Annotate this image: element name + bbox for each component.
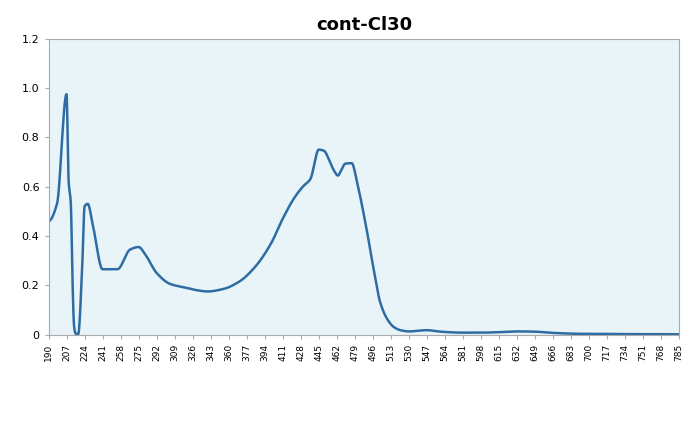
Title: cont-Cl30: cont-Cl30 [316, 16, 412, 34]
